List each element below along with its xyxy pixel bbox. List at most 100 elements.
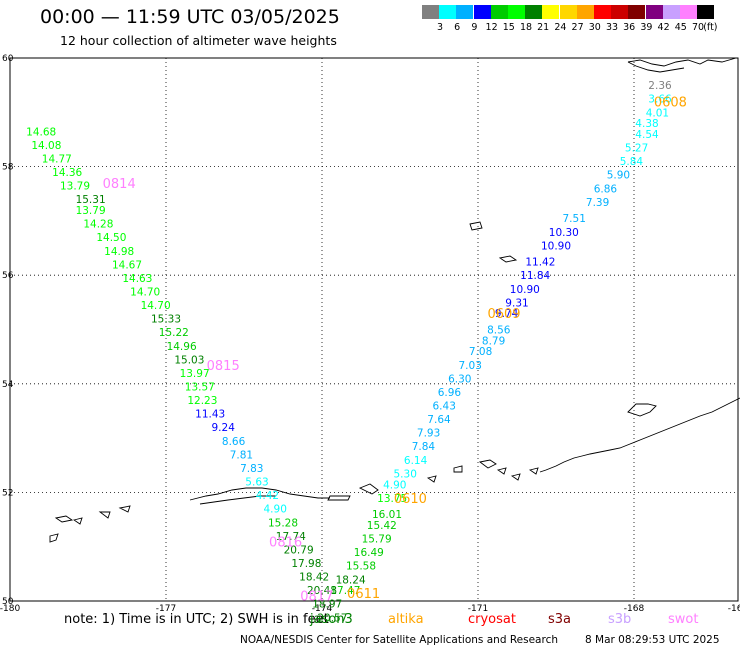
coastline-kodiak — [627, 403, 657, 417]
wave-height-label: 15.79 — [362, 534, 392, 546]
legend-swatch — [662, 5, 680, 19]
wave-height-label: 13.79 — [60, 181, 90, 193]
satellite-name: swot — [668, 612, 699, 627]
pass-time-label: 0816 — [269, 535, 302, 550]
y-tick-label: 50 — [2, 597, 14, 607]
wave-height-label: 7.39 — [586, 197, 609, 209]
footer-note: note: 1) Time is in UTC; 2) SWH is in fe… — [64, 612, 329, 627]
wave-height-label: 9.74 — [495, 308, 519, 320]
wave-height-label: 4.54 — [635, 129, 659, 141]
legend-label: 27 — [571, 22, 584, 33]
legend-label: 45 — [674, 22, 687, 33]
y-tick-label: 58 — [2, 163, 14, 173]
satellite-name: jason3 — [310, 612, 353, 627]
wave-height-label: 18.42 — [299, 572, 329, 584]
coastline-shumagins — [496, 467, 539, 481]
legend-swatch — [508, 5, 525, 19]
legend-label: 39 — [640, 22, 653, 33]
legend-label: 6 — [454, 22, 461, 33]
wave-height-label: 20.57 — [317, 612, 347, 624]
coastline-layer — [49, 57, 740, 543]
wave-height-label: 6.96 — [438, 387, 462, 399]
legend-swatch — [559, 5, 577, 19]
pass-time-label: 0815 — [207, 359, 240, 374]
y-tick-label: 60 — [2, 54, 14, 64]
pass-time-label: 0611 — [347, 587, 380, 602]
wave-height-label: 6.86 — [594, 183, 618, 195]
legend-label: 18 — [519, 22, 533, 33]
wave-height-label: 9.31 — [505, 297, 528, 309]
legend-swatch — [611, 5, 629, 19]
wave-height-label: 16.49 — [354, 547, 384, 559]
wave-height-label: 4.90 — [383, 479, 406, 491]
wave-height-label: 20.79 — [284, 544, 314, 556]
wave-height-label: 8.66 — [222, 436, 246, 448]
wave-height-label: 5.90 — [607, 170, 630, 182]
legend-swatch — [456, 5, 474, 19]
legend-label: 30 — [588, 22, 601, 33]
pass-time-label: 0609 — [487, 307, 520, 322]
wave-height-label: 7.93 — [417, 428, 440, 440]
x-tick-label: -168 — [624, 604, 645, 614]
satellite-name: altika — [388, 612, 424, 627]
wave-height-label: 14.50 — [96, 232, 126, 244]
pass-labels: 0608 0609 0610 0611 0814 0815 0816 0817 — [103, 95, 687, 604]
wave-height-label: 9.24 — [212, 422, 236, 434]
legend-swatch — [680, 5, 697, 19]
data-labels: 2.36 3.664.014.384.54 5.275.84 5.906.86 7.39… — [26, 80, 672, 624]
pass-time-label: 0814 — [103, 177, 136, 192]
wave-height-label: 10.30 — [549, 227, 579, 239]
legend-swatch — [697, 5, 715, 19]
wave-height-label: 17.98 — [291, 558, 321, 570]
wave-height-label: 15.31 — [76, 194, 106, 206]
coastline-central-aleutians-s — [199, 495, 276, 505]
legend-label: 12 — [485, 22, 498, 33]
wave-height-label: 6.43 — [433, 401, 456, 413]
wave-height-label: 10.90 — [510, 284, 540, 296]
wave-height-label: 14.77 — [42, 153, 72, 165]
wave-height-label: 7.64 — [427, 414, 451, 426]
x-tick-label: -171 — [468, 604, 488, 614]
wave-height-label: 14.96 — [167, 341, 197, 353]
wave-height-label: 16.01 — [372, 509, 402, 521]
y-tick-label: 54 — [2, 380, 14, 390]
wave-height-label: 14.70 — [130, 286, 160, 298]
wave-height-label: 4.01 — [646, 107, 669, 119]
legend-unit: (ft) — [703, 22, 718, 33]
legend-label: 21 — [537, 22, 550, 33]
wave-height-label: 15.03 — [174, 354, 204, 366]
wave-height-label: 15.58 — [346, 561, 376, 573]
coastline-alaska-mainland — [627, 57, 737, 73]
wave-height-label: 17.74 — [276, 531, 306, 543]
legend-label: 42 — [657, 22, 670, 33]
wave-height-label: 5.30 — [394, 468, 417, 480]
x-tick-label: -177 — [156, 604, 176, 614]
legend-swatch — [645, 5, 663, 19]
wave-height-label: 13.79 — [76, 205, 106, 217]
legend-label: 15 — [502, 22, 515, 33]
legend-label: 33 — [605, 22, 619, 33]
wave-height-label: 14.70 — [141, 300, 171, 312]
coastline-central-aleutians — [189, 487, 330, 501]
wave-height-label: 2.36 — [648, 80, 672, 92]
legend-label: 9 — [471, 22, 478, 33]
credit-text: NOAA/NESDIS Center for Satellite Applica… — [240, 634, 558, 646]
wave-height-label: 11.43 — [195, 409, 225, 421]
y-tick-label: 56 — [2, 271, 14, 281]
chart-subtitle: 12 hour collection of altimeter wave hei… — [60, 33, 337, 48]
legend-label: 36 — [623, 22, 636, 33]
x-tick-label: -166 — [728, 604, 740, 614]
wave-height-label: 7.51 — [563, 213, 586, 225]
legend-swatch — [628, 5, 646, 19]
legend-label: 3 — [436, 22, 444, 33]
coastline-andreanof — [327, 483, 379, 501]
wave-height-label: 3.66 — [648, 94, 672, 106]
wave-height-label: 7.08 — [469, 346, 492, 358]
wave-height-label: 4.38 — [635, 118, 658, 130]
legend-swatch — [576, 5, 594, 19]
satellite-name: s3b — [608, 612, 632, 627]
pass-time-label: 0610 — [394, 492, 427, 507]
legend-swatch — [525, 5, 543, 19]
legend-swatch — [439, 5, 457, 19]
